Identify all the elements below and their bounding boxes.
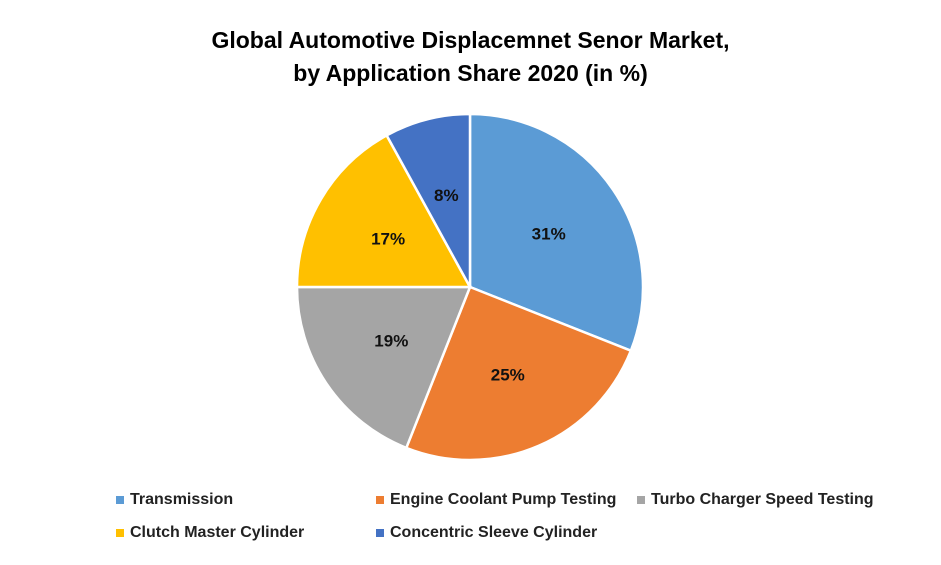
data-label: 8% [434,186,459,205]
pie-slice [295,133,473,289]
legend-label: Transmission [130,491,234,508]
legend-label: Turbo Charger Speed Testing [651,491,874,508]
legend-label: Clutch Master Cylinder [130,524,305,541]
legend-item: Clutch Master Cylinder [116,524,304,542]
legend-swatch [376,529,384,537]
legend-swatch [637,496,645,504]
legend-item: Turbo Charger Speed Testing [637,491,874,509]
pie-slice [295,285,472,450]
data-label: 31% [532,225,566,244]
pie-slice [384,112,472,288]
title-line-2: by Application Share 2020 (in %) [293,60,648,86]
legend-swatch [116,496,124,504]
data-label: 17% [371,230,405,249]
title-line-1: Global Automotive Displacemnet Senor Mar… [211,27,730,53]
chart-title: Global Automotive Displacemnet Senor Mar… [0,24,941,90]
data-label: 19% [374,331,408,350]
legend-item: Concentric Sleeve Cylinder [376,524,597,542]
pie-slice [404,285,633,462]
legend-label: Concentric Sleeve Cylinder [390,524,598,541]
legend-item: Transmission [116,491,233,509]
legend-label: Engine Coolant Pump Testing [390,491,617,508]
legend-swatch [376,496,384,504]
legend-swatch [116,529,124,537]
pie-slice [468,112,645,353]
legend-item: Engine Coolant Pump Testing [376,491,616,509]
data-label: 25% [491,365,525,384]
